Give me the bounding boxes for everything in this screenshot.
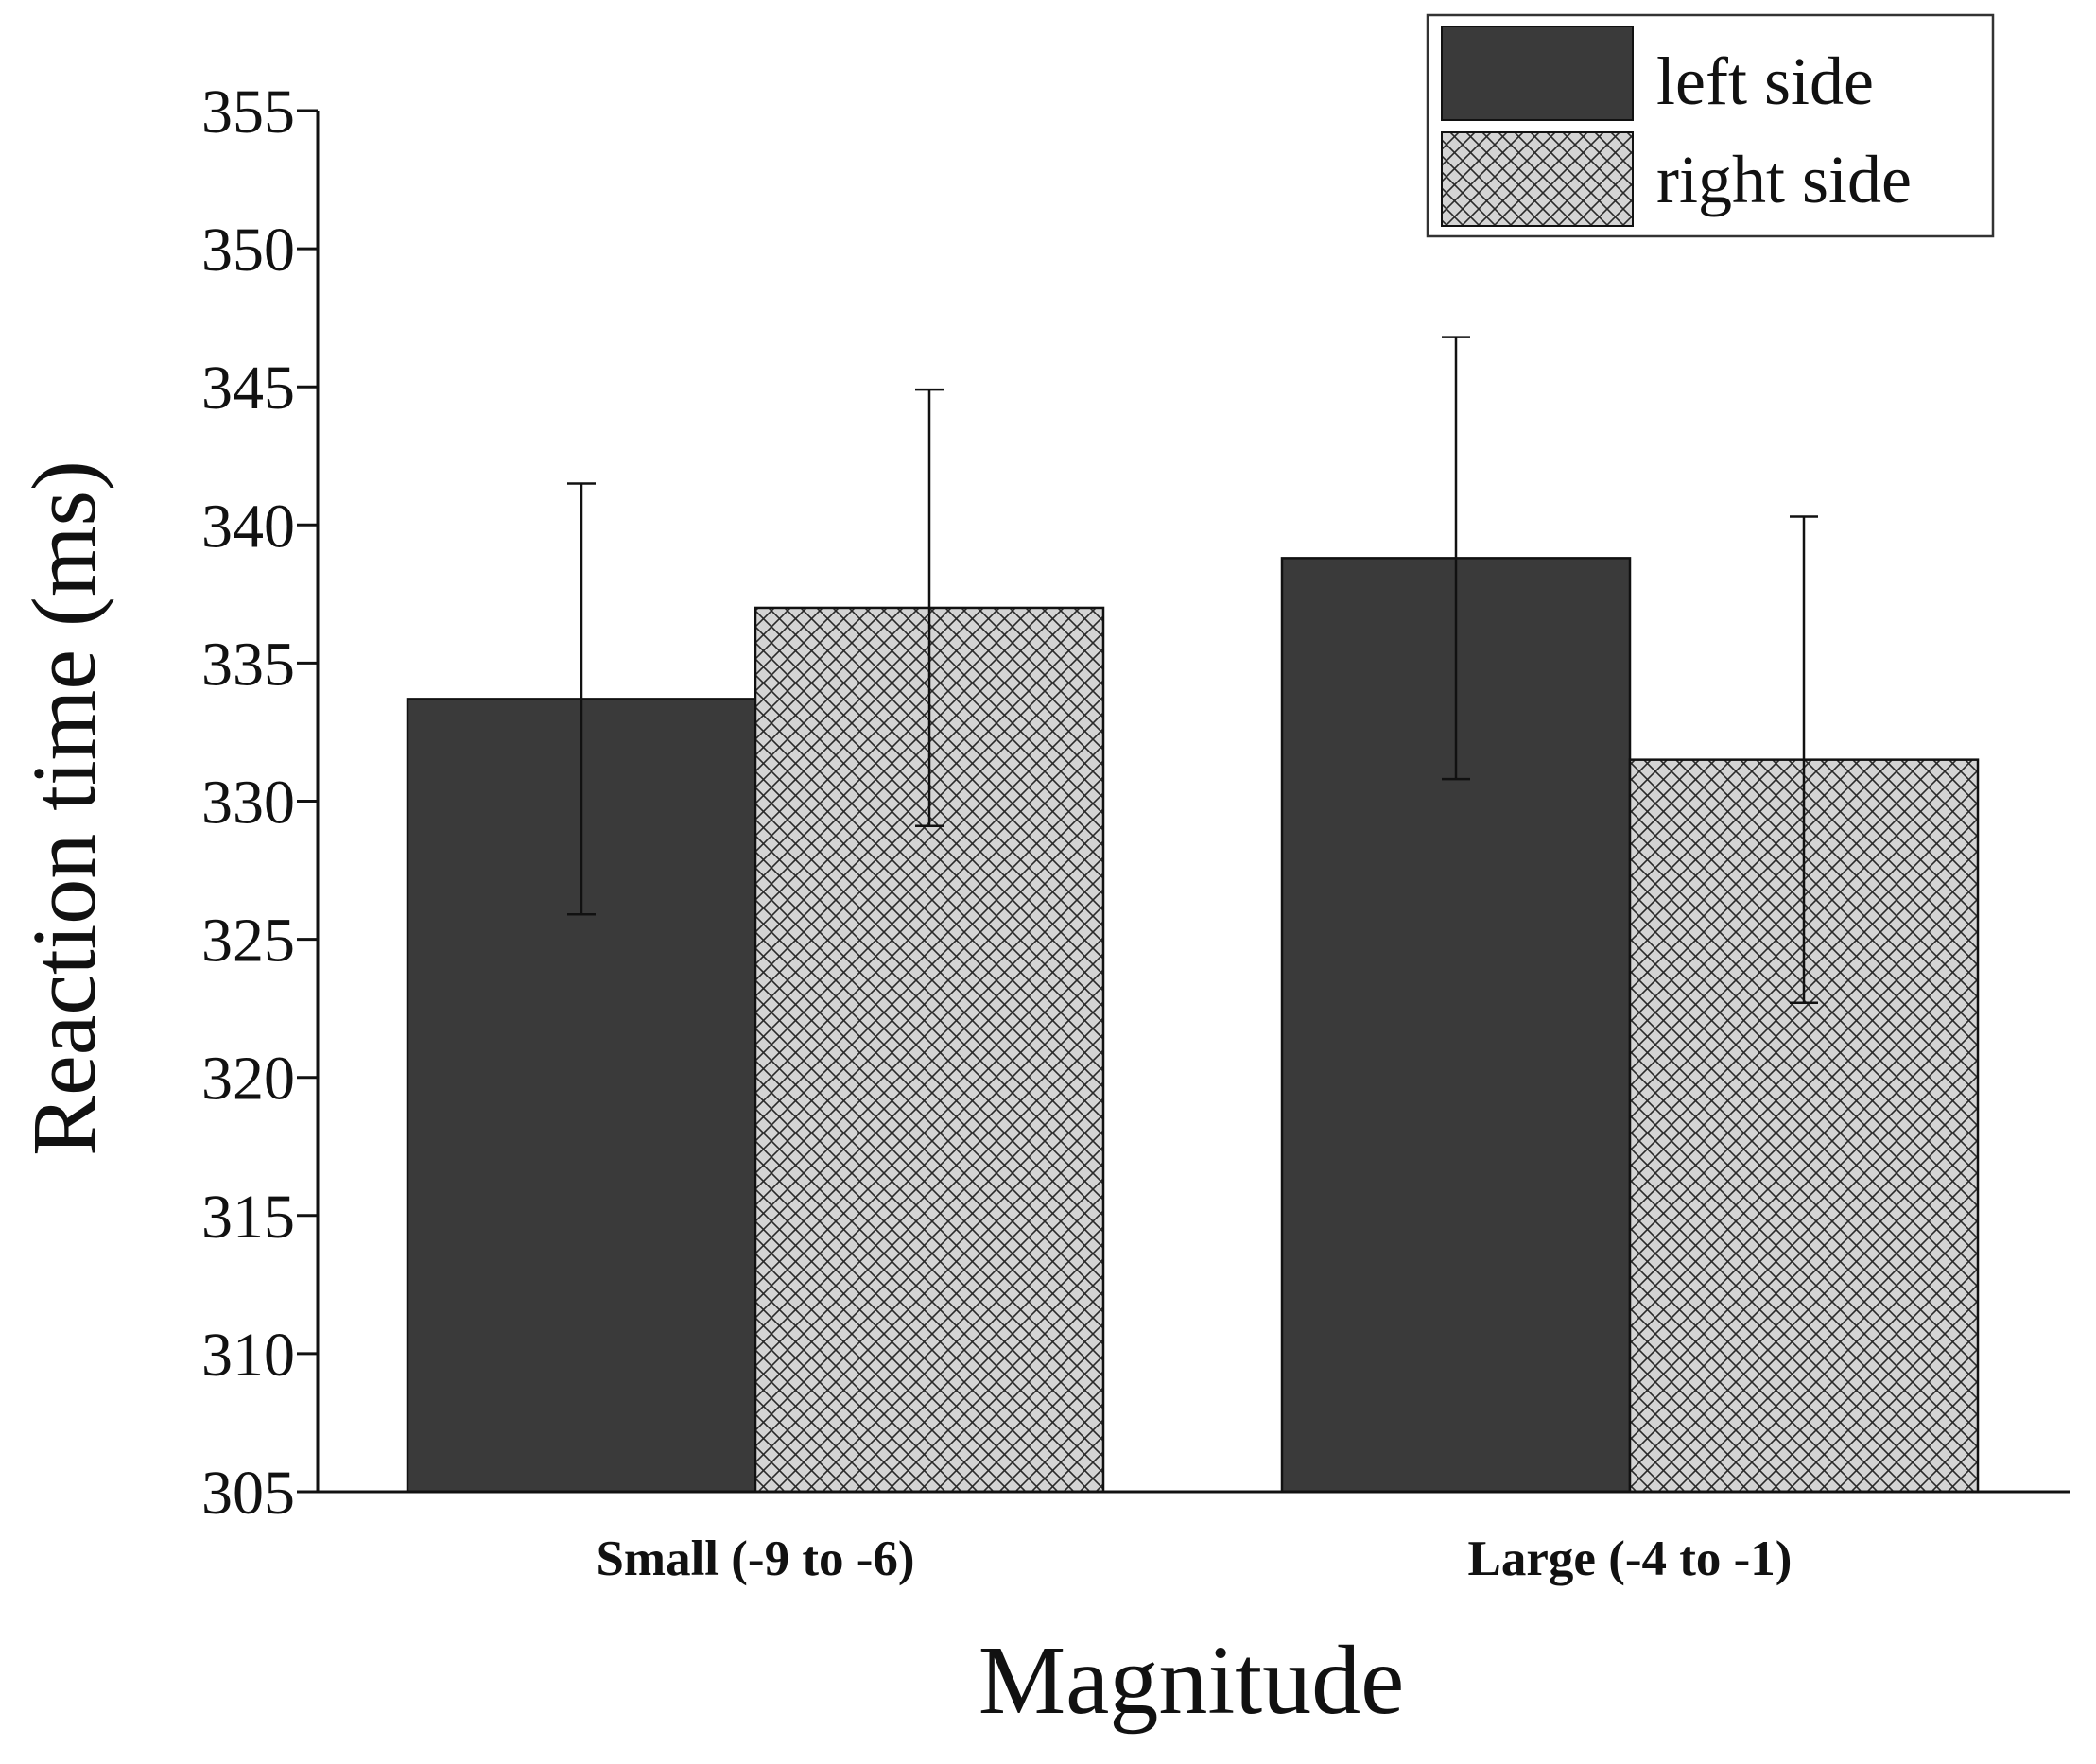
x-tick-label: Small (-9 to -6) <box>596 1531 914 1586</box>
y-tick-label: 330 <box>201 769 295 838</box>
error-bar-right-side-small <box>915 388 944 828</box>
x-tick-label: Large (-4 to -1) <box>1468 1531 1793 1586</box>
legend-label-right-side: right side <box>1656 142 1912 217</box>
y-tick-label: 305 <box>201 1459 295 1528</box>
y-tick-label: 325 <box>201 907 295 976</box>
y-tick-label: 335 <box>201 630 295 699</box>
x-axis-title: Magnitude <box>979 1626 1405 1735</box>
y-tick-label: 355 <box>201 78 295 147</box>
legend-label-left-side: left side <box>1656 43 1874 119</box>
y-tick-label: 350 <box>201 216 295 285</box>
error-bars-layer <box>567 336 1818 1005</box>
y-tick-label: 310 <box>201 1321 295 1390</box>
y-tick-label: 345 <box>201 354 295 423</box>
error-bar-left-side-large <box>1442 336 1470 781</box>
y-tick-label: 320 <box>201 1045 295 1114</box>
y-tick-label: 315 <box>201 1183 295 1252</box>
error-bar-right-side-large <box>1790 515 1818 1005</box>
legend: left side right side <box>1426 13 1995 238</box>
y-tick-label: 340 <box>201 492 295 561</box>
legend-swatch-right-side <box>1441 131 1634 227</box>
error-bar-left-side-small <box>567 482 596 916</box>
axes-layer: Small (-9 to -6) Large (-4 to -1) 305 310 31… <box>201 78 2070 1586</box>
y-axis-title: Reaction time (ms) <box>13 460 114 1156</box>
bars-layer <box>406 557 1980 1494</box>
legend-swatch-left-side <box>1441 26 1634 121</box>
